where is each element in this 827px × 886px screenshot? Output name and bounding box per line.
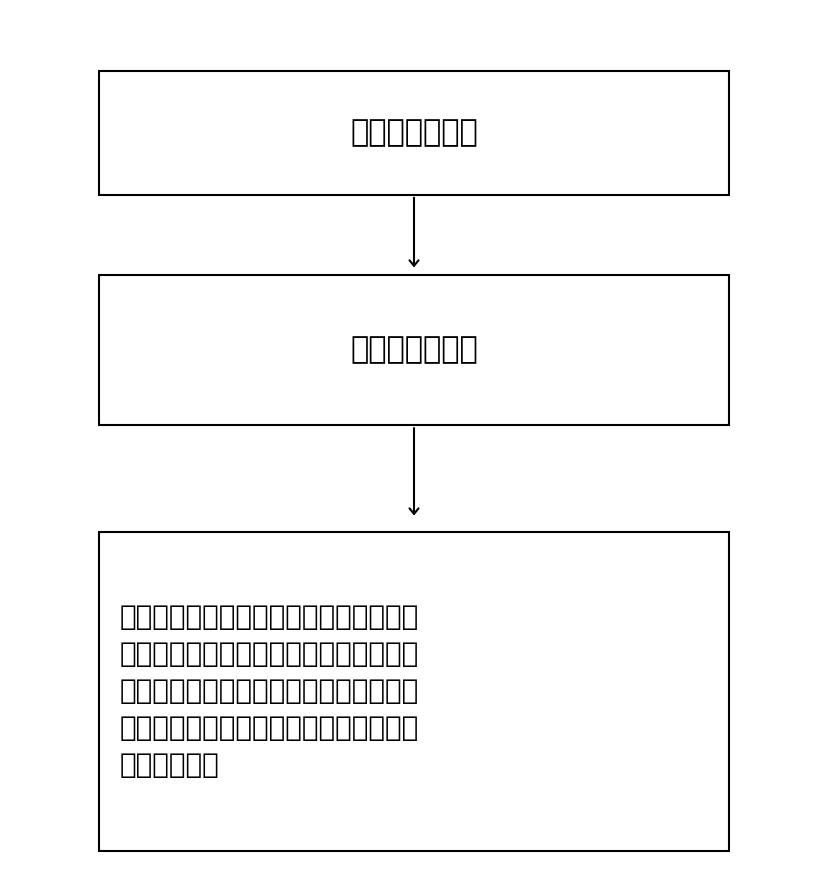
Text: 获取第二温度差: 获取第二温度差 — [350, 336, 477, 364]
FancyBboxPatch shape — [99, 275, 728, 425]
FancyBboxPatch shape — [99, 532, 728, 851]
FancyBboxPatch shape — [99, 71, 728, 195]
Text: 根据第一温度差和第二温度差对控制阀的
开度进行调节；其中第一温度差为当前排
气温度和目标排气温度之间的差值，第二
温度差为当前第一温度差与前次第一温度
差之间的: 根据第一温度差和第二温度差对控制阀的 开度进行调节；其中第一温度差为当前排 气温… — [120, 603, 418, 779]
Text: 获取第一温度差: 获取第一温度差 — [350, 119, 477, 147]
